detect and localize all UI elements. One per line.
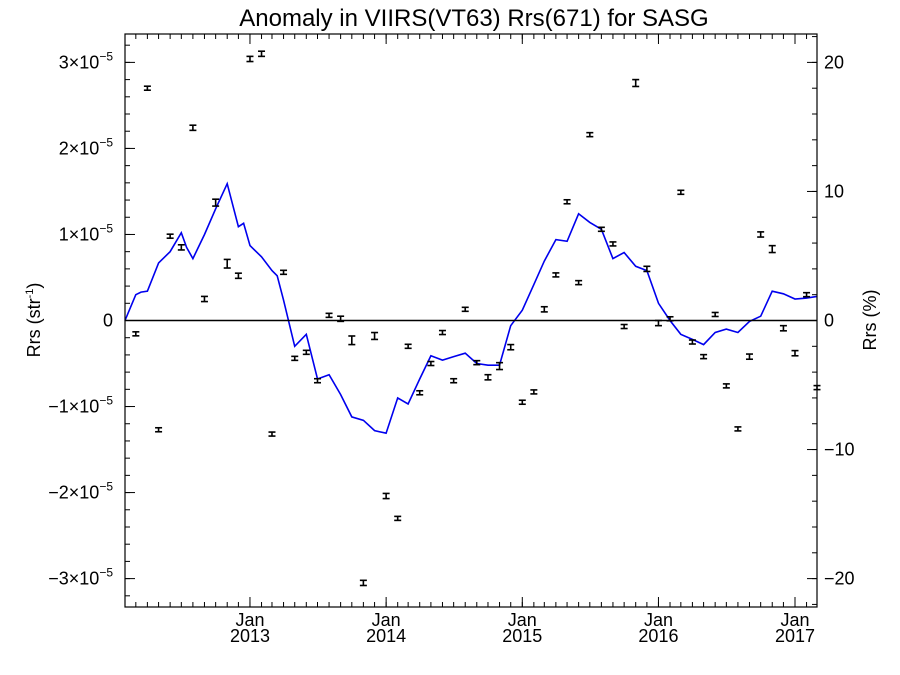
data-point bbox=[177, 243, 185, 251]
data-point bbox=[223, 258, 231, 269]
data-point bbox=[302, 349, 310, 356]
x-tick-label-year: 2017 bbox=[775, 626, 815, 646]
data-point bbox=[371, 331, 379, 341]
x-tick-label-month: Jan bbox=[508, 610, 537, 630]
data-point bbox=[734, 426, 742, 432]
y-tick-label: 0 bbox=[103, 311, 113, 331]
data-point bbox=[394, 515, 402, 522]
y-tick-label: 2×10−5 bbox=[59, 135, 114, 158]
x-tick-label-year: 2013 bbox=[230, 626, 270, 646]
x-tick-label-month: Jan bbox=[644, 610, 673, 630]
data-point bbox=[563, 198, 571, 205]
data-point bbox=[757, 231, 765, 238]
y2-axis-label: Rrs (%) bbox=[860, 290, 880, 351]
x-tick-label-year: 2015 bbox=[502, 626, 542, 646]
data-point bbox=[745, 353, 753, 361]
data-point bbox=[143, 85, 151, 92]
y-tick-label: −3×10−5 bbox=[48, 566, 113, 589]
data-point bbox=[597, 226, 605, 233]
data-point bbox=[507, 343, 515, 351]
x-tick-label-month: Jan bbox=[780, 610, 809, 630]
data-point bbox=[416, 389, 424, 396]
y2-tick-label: 20 bbox=[824, 52, 844, 72]
data-point bbox=[677, 189, 685, 196]
data-point bbox=[132, 331, 140, 337]
data-point bbox=[575, 279, 583, 286]
data-point bbox=[722, 383, 730, 389]
data-point bbox=[359, 579, 367, 587]
data-point bbox=[382, 492, 390, 500]
data-point bbox=[450, 377, 458, 384]
data-point bbox=[484, 373, 492, 381]
data-point bbox=[155, 426, 163, 433]
y-axis-right: 20 10 0 −10 −20 bbox=[807, 36, 855, 605]
data-point bbox=[325, 312, 333, 319]
data-point bbox=[313, 377, 321, 384]
y-tick-label: −2×10−5 bbox=[48, 480, 113, 503]
x-tick-label-month: Jan bbox=[372, 610, 401, 630]
data-point bbox=[473, 359, 481, 366]
data-point bbox=[427, 360, 435, 367]
y2-tick-label: 0 bbox=[824, 311, 834, 331]
data-point bbox=[280, 269, 288, 276]
data-point bbox=[711, 311, 719, 318]
chart-title: Anomaly in VIIRS(VT63) Rrs(671) for SASG bbox=[239, 5, 708, 32]
y2-tick-label: −20 bbox=[824, 569, 855, 589]
y-tick-label: 1×10−5 bbox=[59, 221, 114, 244]
data-point bbox=[246, 55, 254, 63]
data-point bbox=[688, 339, 696, 345]
data-point bbox=[530, 389, 538, 395]
x-tick-label-month: Jan bbox=[235, 610, 264, 630]
data-point bbox=[496, 361, 504, 371]
data-point bbox=[268, 431, 276, 437]
data-point bbox=[404, 343, 412, 350]
model-line bbox=[124, 181, 818, 435]
data-point bbox=[791, 349, 799, 357]
data-point bbox=[540, 305, 548, 313]
y-tick-label: −1×10−5 bbox=[48, 394, 113, 417]
model-series bbox=[124, 181, 818, 435]
data-point bbox=[768, 244, 776, 254]
data-point bbox=[803, 291, 811, 298]
data-point bbox=[234, 272, 242, 280]
y2-tick-label: 10 bbox=[824, 181, 844, 201]
data-point bbox=[779, 324, 787, 332]
x-tick-label-year: 2014 bbox=[366, 626, 406, 646]
data-point bbox=[643, 265, 651, 273]
data-point bbox=[438, 329, 446, 336]
data-point bbox=[586, 131, 594, 138]
y2-tick-label: −10 bbox=[824, 440, 855, 460]
y-axis-left: 3×10−5 2×10−5 1×10−5 0 −1×10−5 −2×10−5 −3×10−5 bbox=[48, 44, 135, 597]
data-point bbox=[620, 323, 628, 330]
data-point bbox=[348, 335, 356, 346]
data-point bbox=[700, 353, 708, 360]
data-point bbox=[166, 233, 174, 239]
data-point bbox=[189, 124, 197, 132]
data-point bbox=[212, 198, 220, 207]
data-point bbox=[632, 78, 640, 88]
data-point bbox=[258, 50, 266, 58]
observation-series bbox=[132, 50, 821, 587]
data-point bbox=[609, 241, 617, 247]
y-axis-label-superscript: -1 bbox=[24, 289, 36, 299]
data-point bbox=[461, 306, 469, 313]
data-point bbox=[291, 355, 299, 362]
y-tick-label: 3×10−5 bbox=[59, 49, 114, 72]
data-point bbox=[518, 399, 526, 406]
data-point bbox=[200, 295, 208, 303]
x-tick-label-year: 2016 bbox=[638, 626, 678, 646]
data-point bbox=[552, 272, 560, 278]
y-axis-label: Rrs (str-1) bbox=[24, 283, 44, 358]
